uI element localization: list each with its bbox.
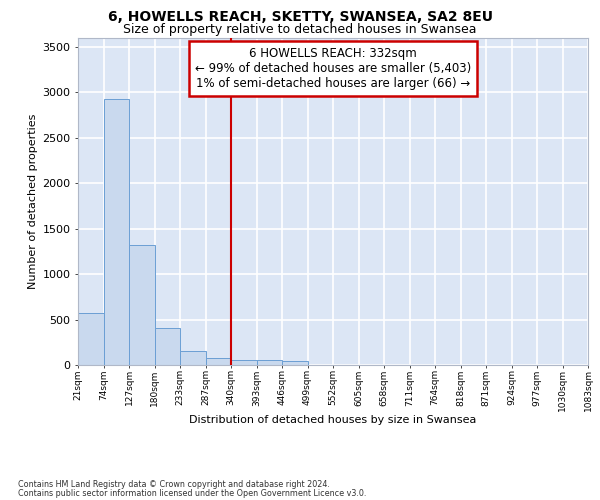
Text: Contains public sector information licensed under the Open Government Licence v3: Contains public sector information licen… (18, 488, 367, 498)
Bar (129, 245, 155, 365)
Text: Contains HM Land Registry data © Crown copyright and database right 2024.: Contains HM Land Registry data © Crown c… (18, 480, 330, 489)
Text: Size of property relative to detached houses in Swansea: Size of property relative to detached ho… (123, 22, 477, 36)
Bar (231, 360, 257, 365)
Bar (282, 362, 308, 365)
Bar (180, 352, 205, 365)
Bar (104, 100, 129, 365)
Bar (257, 360, 282, 365)
X-axis label: Distribution of detached houses by size in Swansea: Distribution of detached houses by size … (190, 416, 476, 426)
Bar (205, 358, 231, 365)
Text: 6 HOWELLS REACH: 332sqm
← 99% of detached houses are smaller (5,403)
1% of semi-: 6 HOWELLS REACH: 332sqm ← 99% of detache… (195, 48, 471, 90)
Text: 6, HOWELLS REACH, SKETTY, SWANSEA, SA2 8EU: 6, HOWELLS REACH, SKETTY, SWANSEA, SA2 8… (107, 10, 493, 24)
Bar (78, 313, 104, 365)
Bar (155, 328, 180, 365)
Y-axis label: Number of detached properties: Number of detached properties (28, 114, 38, 289)
